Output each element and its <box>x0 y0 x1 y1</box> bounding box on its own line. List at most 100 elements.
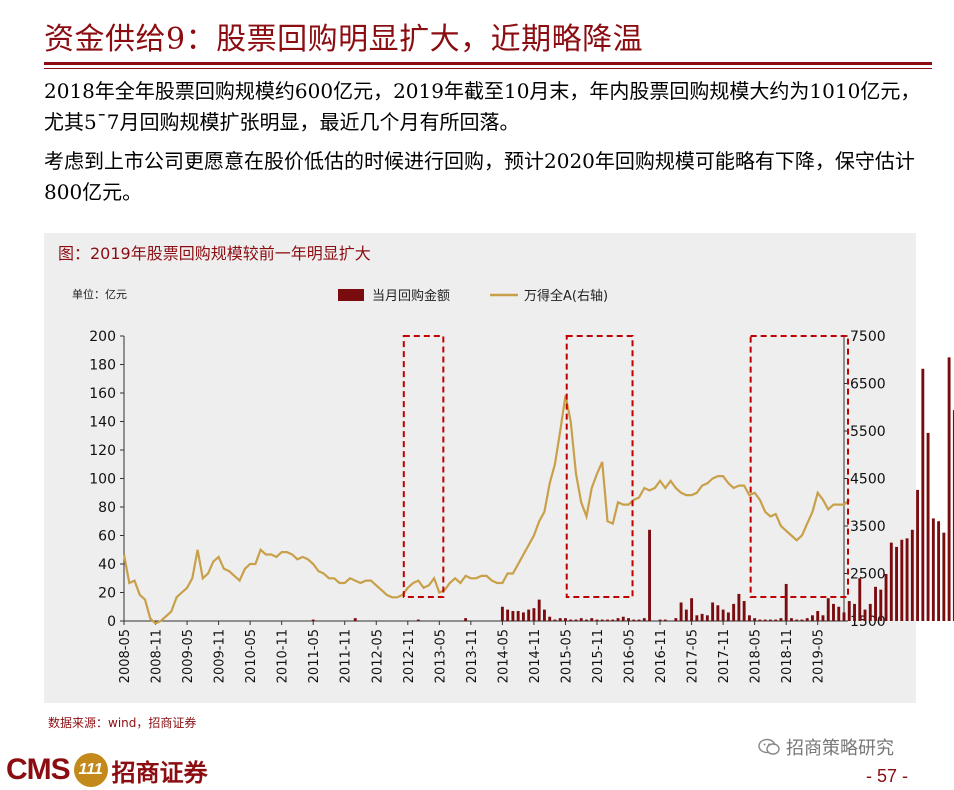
bar <box>805 618 809 621</box>
y-left-tick-label: 20 <box>98 586 116 602</box>
bar <box>853 603 856 621</box>
x-tick-label: 2018-11 <box>780 629 795 683</box>
logo-cms-text: CMS <box>6 753 71 786</box>
x-tick-label: 2008-05 <box>118 629 133 683</box>
bar <box>516 611 520 621</box>
bar <box>500 606 504 621</box>
bar <box>952 410 954 621</box>
bar <box>648 529 651 621</box>
bar <box>506 609 510 621</box>
bar <box>842 612 846 621</box>
bar <box>726 612 730 621</box>
bar <box>548 616 552 621</box>
bar <box>826 598 830 621</box>
x-tick-label: 2016-11 <box>654 629 669 683</box>
bar <box>779 618 783 621</box>
bar <box>616 618 620 621</box>
bar <box>311 619 315 621</box>
bar <box>590 618 594 621</box>
bar <box>632 619 636 621</box>
y-left-tick-label: 40 <box>98 557 116 573</box>
title-rule-thin <box>44 68 932 69</box>
bar <box>768 619 772 621</box>
bar <box>921 368 925 621</box>
bar <box>658 619 662 621</box>
y-left-tick-label: 0 <box>107 614 116 630</box>
bar <box>642 618 646 621</box>
bar <box>674 618 678 621</box>
x-tick-label: 2015-05 <box>559 629 574 683</box>
y-left-tick-label: 140 <box>89 415 116 431</box>
bar <box>663 619 667 621</box>
bar <box>627 618 630 621</box>
bar <box>847 601 851 621</box>
bar <box>542 609 546 621</box>
bar <box>753 618 757 621</box>
bar <box>795 619 799 621</box>
bar <box>637 619 641 621</box>
bar <box>905 538 909 621</box>
bar <box>705 615 709 621</box>
bar <box>574 619 578 621</box>
bar <box>606 619 609 621</box>
bar <box>511 611 515 621</box>
bar <box>595 619 599 621</box>
bar <box>564 618 567 621</box>
y-right-tick-label: 2500 <box>850 567 886 583</box>
bar <box>532 608 536 621</box>
bar <box>684 609 688 621</box>
y-left-tick-label: 180 <box>89 358 116 374</box>
bar <box>690 598 694 621</box>
bar <box>832 603 835 621</box>
highlight-box <box>749 335 849 598</box>
bar <box>353 618 357 621</box>
page-number: - 57 - <box>866 766 909 786</box>
bar <box>585 619 588 621</box>
y-left-tick-label: 100 <box>89 472 116 488</box>
chart-title: 图：2019年股票回购规模较前一年明显扩大 <box>58 244 371 263</box>
bar <box>926 432 930 621</box>
bar <box>816 611 820 621</box>
y-right-tick-label: 5500 <box>850 424 886 440</box>
highlight-box <box>402 335 445 598</box>
x-tick-label: 2012-05 <box>370 629 385 683</box>
x-tick-label: 2010-11 <box>276 629 291 683</box>
slide-title: 资金供给9：股票回购明显扩大，近期略降温 <box>44 22 644 57</box>
wechat-watermark: 招商策略研究 <box>758 734 894 760</box>
y-right-tick-label: 4500 <box>850 472 886 488</box>
data-source: 数据来源：wind，招商证券 <box>48 716 197 730</box>
bar <box>800 619 804 621</box>
x-tick-label: 2012-11 <box>402 629 417 683</box>
bar <box>416 619 420 621</box>
bar <box>521 612 525 621</box>
x-tick-label: 2011-11 <box>339 629 354 683</box>
bar <box>600 619 604 621</box>
wechat-icon <box>758 738 780 755</box>
bar <box>916 489 920 621</box>
x-tick-label: 2013-05 <box>433 629 448 683</box>
bar <box>895 546 898 621</box>
bar <box>737 593 741 621</box>
paragraph-1: 2018年全年股票回购规模约600亿元，2019年截至10月末，年内股票回购规模… <box>44 79 921 134</box>
bar <box>931 518 935 621</box>
bar <box>937 521 941 621</box>
x-tick-label: 2008-11 <box>150 629 165 683</box>
y-left-tick-label: 200 <box>89 329 116 345</box>
bar <box>910 529 914 621</box>
bar <box>858 578 862 621</box>
x-tick-label: 2013-11 <box>465 629 480 683</box>
bar <box>700 613 704 622</box>
bar <box>621 616 625 621</box>
bar <box>942 532 946 621</box>
bar <box>732 603 736 621</box>
bar <box>863 609 867 621</box>
series-line-wind-a <box>122 395 851 625</box>
bar <box>879 589 883 621</box>
bar <box>837 606 841 621</box>
highlight-box <box>565 335 634 598</box>
chart-panel <box>44 233 916 703</box>
paragraph-2: 考虑到上市公司更愿意在股价低估的时候进行回购，预计2020年回购规模可能略有下降… <box>44 149 915 204</box>
x-tick-label: 2018-05 <box>749 629 764 683</box>
bar <box>784 583 788 621</box>
